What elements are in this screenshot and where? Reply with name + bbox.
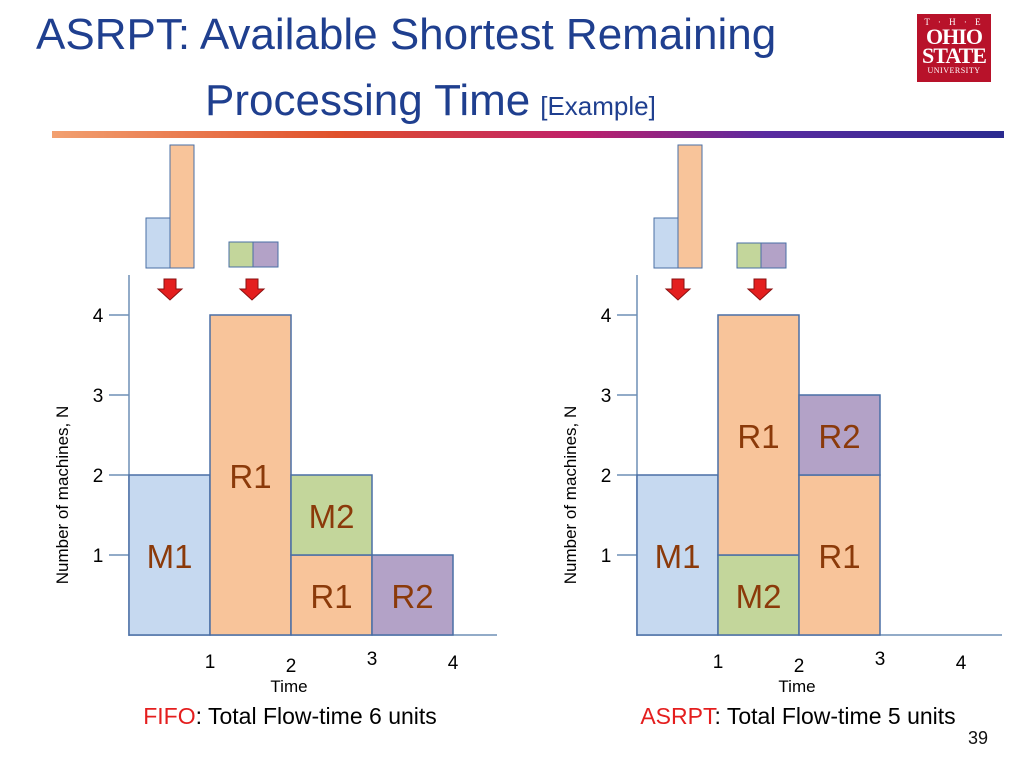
y-tick-label: 1 xyxy=(601,546,612,567)
x-tick-label: 1 xyxy=(713,652,724,673)
logo-ohio: OHIO xyxy=(926,24,983,49)
x-tick-label: 3 xyxy=(367,649,378,670)
task-block-r1 xyxy=(798,474,881,636)
job-icon-map-green xyxy=(228,241,254,268)
arrival-arrow-2 xyxy=(238,278,266,301)
x-tick-label: 4 xyxy=(448,653,459,674)
task-block-label: M2 xyxy=(736,578,782,615)
task-block-label: M1 xyxy=(655,538,701,575)
fifo-schedule-diagram: 1 2 3 4 M1 R1 R1 M2 R2 1 2 3 4 Number of machines,… xyxy=(53,144,497,729)
job-icon-map-green xyxy=(736,242,762,269)
arrival-arrow-2 xyxy=(746,278,774,301)
y-tick-label: 1 xyxy=(93,546,104,567)
title-example-tag: [Example] xyxy=(540,91,656,121)
asrpt-caption-name: ASRPT xyxy=(640,703,717,729)
job-icon-map-small xyxy=(653,217,679,269)
job-icon-reduce-purple xyxy=(760,242,787,269)
task-block-label: R1 xyxy=(310,578,352,615)
asrpt-caption-text: : Total Flow-time 5 units xyxy=(714,703,955,729)
task-block-m1 xyxy=(636,474,719,636)
task-block-label: M1 xyxy=(147,538,193,575)
job-icon-reduce-tall xyxy=(677,144,703,269)
task-block-m2 xyxy=(717,554,800,636)
y-tick-label: 4 xyxy=(601,306,612,327)
asrpt-schedule-diagram: 1 2 3 4 M1 M2 R1 R1 R2 1 2 3 4 Number of machines,… xyxy=(561,144,1002,729)
task-block-r1 xyxy=(290,554,373,636)
task-block-label: R1 xyxy=(229,458,271,495)
y-tick-label: 2 xyxy=(601,466,612,487)
fifo-caption: FIFO: Total Flow-time 6 units xyxy=(143,703,437,729)
logo-the: T · H · E xyxy=(924,17,984,27)
task-block-r2 xyxy=(371,554,454,636)
task-block-r2 xyxy=(798,394,881,476)
task-block-m1 xyxy=(128,474,211,636)
y-tick-label: 2 xyxy=(93,466,104,487)
page-number: 39 xyxy=(968,728,989,748)
x-tick-label: 2 xyxy=(794,656,805,677)
title-divider xyxy=(52,131,1004,138)
y-axis-label: Number of machines, N xyxy=(53,406,72,585)
title-line-1: ASRPT: Available Shortest Remaining xyxy=(36,10,777,59)
task-block-label: R2 xyxy=(391,578,433,615)
x-tick-label: 2 xyxy=(286,656,297,677)
job-icon-map-small xyxy=(145,217,171,269)
task-block-label: R2 xyxy=(818,418,860,455)
ohio-state-logo: T · H · E OHIO STATE UNIVERSITY xyxy=(917,14,991,82)
logo-state: STATE xyxy=(922,43,987,68)
fifo-caption-text: : Total Flow-time 6 units xyxy=(196,703,437,729)
fifo-caption-name: FIFO xyxy=(143,703,195,729)
x-axis-label: Time xyxy=(778,677,815,696)
job-icon-reduce-tall xyxy=(169,144,195,269)
asrpt-caption: ASRPT: Total Flow-time 5 units xyxy=(640,703,955,729)
task-block-label: R1 xyxy=(737,418,779,455)
y-tick-label: 3 xyxy=(93,386,104,407)
task-block-label: M2 xyxy=(309,498,355,535)
task-block-r1 xyxy=(209,314,292,636)
x-axis-label: Time xyxy=(270,677,307,696)
task-block-label: R1 xyxy=(818,538,860,575)
y-axis-label: Number of machines, N xyxy=(561,406,580,585)
logo-university: UNIVERSITY xyxy=(927,66,981,75)
y-tick-label: 3 xyxy=(601,386,612,407)
arrival-arrow-1 xyxy=(664,278,692,301)
job-icon-reduce-purple xyxy=(252,241,279,268)
x-tick-label: 1 xyxy=(205,652,216,673)
title-line-2: Processing Time [Example] xyxy=(205,76,656,126)
x-tick-label: 3 xyxy=(875,649,886,670)
arrival-arrow-1 xyxy=(156,278,184,301)
task-block-r1 xyxy=(717,314,800,556)
y-tick-label: 4 xyxy=(93,306,104,327)
x-tick-label: 4 xyxy=(956,653,967,674)
title-line-2-main: Processing Time xyxy=(205,76,531,125)
task-block-m2 xyxy=(290,474,373,556)
